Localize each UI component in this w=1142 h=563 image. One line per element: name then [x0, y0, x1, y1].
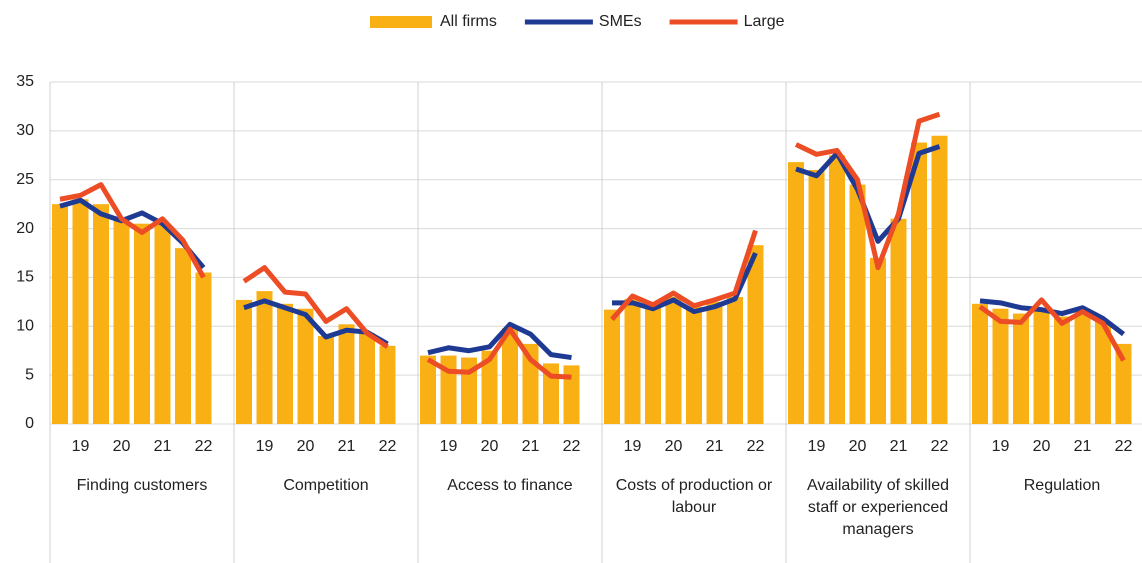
- bar: [154, 223, 171, 424]
- legend-label: SMEs: [599, 13, 642, 30]
- line-series: [59, 182, 206, 279]
- bar: [849, 184, 866, 424]
- bar: [359, 333, 375, 424]
- group-label: Competition: [283, 477, 369, 494]
- y-tick-label: 25: [16, 171, 34, 188]
- bar: [911, 142, 927, 424]
- legend-label: All firms: [440, 13, 497, 30]
- line-series: [612, 251, 758, 315]
- bar: [502, 328, 518, 424]
- y-tick-label: 0: [25, 415, 34, 432]
- x-tick-label: 22: [563, 438, 581, 455]
- x-tick-label: 19: [624, 438, 642, 455]
- bar: [808, 169, 825, 424]
- bar: [1074, 311, 1091, 424]
- bar: [706, 301, 723, 424]
- x-tick-label: 20: [1033, 438, 1051, 455]
- x-tick-label: 19: [440, 438, 458, 455]
- y-tick-label: 20: [16, 220, 34, 237]
- bar: [931, 135, 948, 424]
- bar: [379, 345, 396, 424]
- x-tick-label: 20: [481, 438, 499, 455]
- group-label: Costs of production or labour: [615, 477, 773, 516]
- bar: [52, 204, 68, 424]
- bar: [665, 296, 682, 424]
- bar: [318, 336, 334, 424]
- y-tick-label: 10: [16, 318, 34, 335]
- x-tick-label: 19: [72, 438, 90, 455]
- bar: [624, 298, 641, 424]
- bar: [1115, 343, 1132, 424]
- bar: [992, 308, 1009, 424]
- x-tick-label: 21: [706, 438, 724, 455]
- bar: [195, 272, 212, 424]
- bar: [93, 204, 109, 424]
- bar: [236, 299, 252, 424]
- bar: [175, 248, 191, 424]
- bar: [870, 257, 886, 424]
- x-tick-label: 22: [747, 438, 765, 455]
- x-tick-label: 20: [849, 438, 867, 455]
- x-tick-label: 21: [154, 438, 172, 455]
- bar: [747, 245, 764, 424]
- x-tick-label: 22: [195, 438, 213, 455]
- bar: [972, 303, 988, 424]
- bar: [645, 306, 661, 424]
- line-series: [978, 297, 1126, 362]
- bar: [1033, 308, 1050, 424]
- x-tick-label: 20: [665, 438, 683, 455]
- x-tick-label: 20: [113, 438, 131, 455]
- bar: [604, 309, 620, 424]
- group-label: Finding customers: [76, 477, 208, 494]
- x-tick-label: 21: [890, 438, 908, 455]
- bar: [727, 296, 743, 424]
- bar: [1095, 321, 1111, 424]
- y-tick-label: 5: [25, 366, 34, 383]
- x-tick-label: 21: [338, 438, 356, 455]
- bar: [277, 303, 293, 424]
- x-tick-label: 21: [1074, 438, 1092, 455]
- x-tick-label: 19: [256, 438, 274, 455]
- group-label: Availability of skilled staff or experie…: [807, 477, 949, 538]
- bar: [686, 306, 702, 424]
- x-tick-label: 20: [297, 438, 315, 455]
- x-tick-label: 22: [379, 438, 397, 455]
- bar: [890, 218, 907, 424]
- legend-swatch: [370, 16, 432, 28]
- x-tick-label: 22: [931, 438, 949, 455]
- line-series: [427, 321, 572, 361]
- group-label: Regulation: [1023, 477, 1101, 494]
- line-series: [794, 111, 941, 271]
- bar: [563, 365, 580, 424]
- bar: [72, 199, 89, 424]
- y-tick-label: 15: [16, 269, 34, 286]
- bar: [788, 162, 804, 424]
- bar: [256, 291, 273, 424]
- group-label: Access to finance: [447, 477, 573, 494]
- bar: [1054, 316, 1070, 424]
- bar: [297, 308, 314, 424]
- line-series: [610, 229, 758, 322]
- legend-label: Large: [744, 13, 785, 30]
- y-tick-label: 35: [16, 73, 34, 90]
- x-tick-label: 21: [522, 438, 540, 455]
- x-tick-label: 22: [1115, 438, 1133, 455]
- bar: [829, 155, 845, 425]
- y-tick-label: 30: [16, 122, 34, 139]
- bar: [134, 223, 150, 424]
- bar: [113, 218, 130, 424]
- line-series: [242, 265, 389, 349]
- bar: [420, 355, 436, 424]
- bar: [1013, 313, 1029, 424]
- x-tick-label: 19: [808, 438, 826, 455]
- x-tick-label: 19: [992, 438, 1010, 455]
- bar: [481, 350, 498, 424]
- bar: [338, 324, 355, 424]
- line-series: [426, 326, 572, 380]
